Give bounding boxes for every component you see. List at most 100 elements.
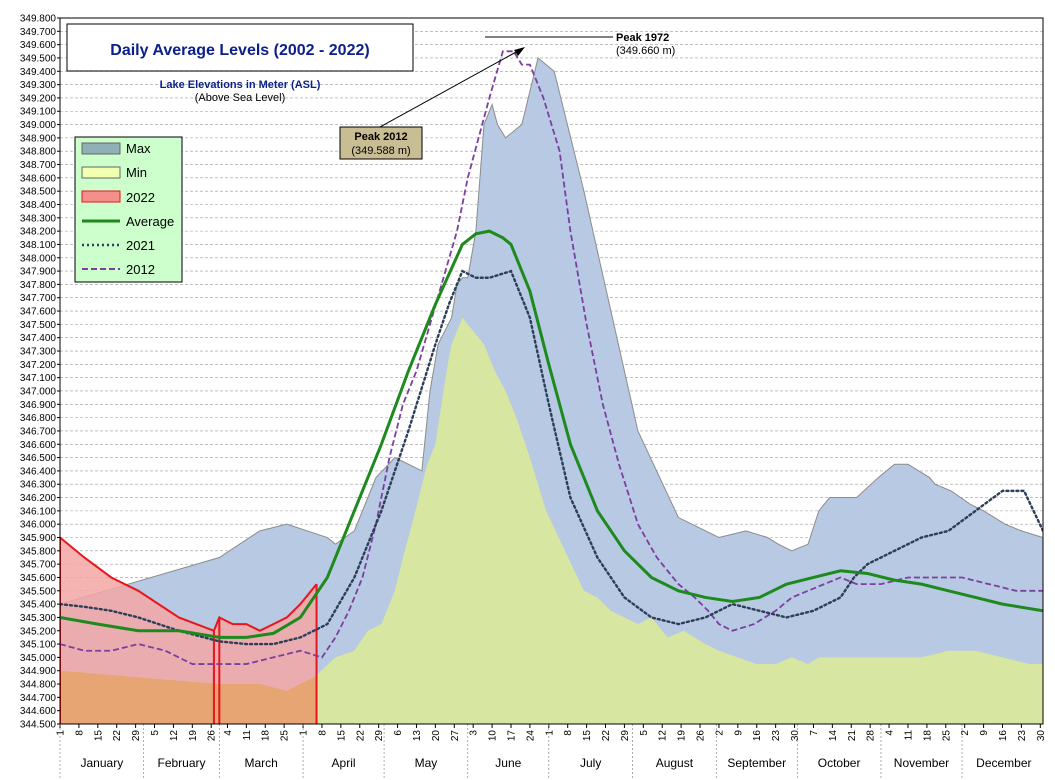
area-2022-min-overlap bbox=[60, 670, 317, 724]
line-2021 bbox=[60, 269, 1043, 646]
y-tick-label: 348.900 bbox=[20, 133, 57, 144]
x-tick-label: 27 bbox=[450, 730, 461, 742]
y-tick-label: 347.600 bbox=[20, 307, 57, 318]
chart-title: Daily Average Levels (2002 - 2022) bbox=[110, 42, 369, 59]
x-tick-label: 19 bbox=[677, 730, 688, 742]
y-tick-label: 344.900 bbox=[20, 666, 57, 677]
y-tick-label: 346.100 bbox=[20, 506, 57, 517]
x-tick-label: 9 bbox=[733, 730, 744, 736]
y-tick-label: 347.300 bbox=[20, 347, 57, 358]
y-tick-label: 348.600 bbox=[20, 173, 57, 184]
x-tick-label: 15 bbox=[336, 730, 347, 742]
peak-1972-value: (349.660 m) bbox=[616, 45, 675, 57]
x-tick-label: 1 bbox=[544, 730, 555, 736]
y-tick-label: 345.300 bbox=[20, 613, 57, 624]
y-tick-label: 347.000 bbox=[20, 386, 57, 397]
month-label: April bbox=[332, 756, 356, 770]
y-tick-label: 348.000 bbox=[20, 253, 57, 264]
x-tick-label: 29 bbox=[131, 730, 142, 742]
x-tick-label: 3 bbox=[469, 730, 480, 736]
x-tick-label: 13 bbox=[412, 730, 423, 742]
title-box bbox=[66, 23, 414, 72]
y-tick-label: 349.000 bbox=[20, 120, 57, 131]
legend-label-2012: 2012 bbox=[126, 262, 155, 277]
x-tick-label: 4 bbox=[223, 730, 234, 736]
y-tick-label: 349.600 bbox=[20, 40, 57, 51]
y-axis: 344.500 344.600 344.700 344.800 344.900 345.0… bbox=[20, 14, 60, 731]
month-label: February bbox=[158, 756, 206, 770]
x-tick-label: 22 bbox=[601, 730, 612, 742]
y-tick-label: 346.700 bbox=[20, 426, 57, 437]
x-tick-label: 24 bbox=[525, 730, 536, 742]
y-tick-label: 348.700 bbox=[20, 160, 57, 171]
y-tick-label: 349.100 bbox=[20, 107, 57, 118]
legend-swatch-min bbox=[81, 166, 121, 179]
y-tick-label: 344.500 bbox=[20, 720, 57, 731]
y-tick-label: 345.900 bbox=[20, 533, 57, 544]
x-tick-label: 26 bbox=[696, 730, 707, 742]
peak-2012-arrow bbox=[379, 50, 519, 128]
x-tick-label: 4 bbox=[885, 730, 896, 736]
x-tick-label: 25 bbox=[280, 730, 291, 742]
x-tick-label: 11 bbox=[242, 730, 253, 741]
y-tick-label: 348.800 bbox=[20, 147, 57, 158]
x-tick-label: 9 bbox=[979, 730, 990, 736]
x-tick-label: 20 bbox=[431, 730, 442, 742]
y-tick-label: 345.600 bbox=[20, 573, 57, 584]
y-tick-label: 347.500 bbox=[20, 320, 57, 331]
y-tick-label: 346.200 bbox=[20, 493, 57, 504]
x-tick-label: 8 bbox=[563, 730, 574, 736]
x-tick-label: 18 bbox=[922, 730, 933, 742]
y-tick-label: 347.800 bbox=[20, 280, 57, 291]
y-tick-label: 349.800 bbox=[20, 14, 57, 25]
y-tick-label: 348.100 bbox=[20, 240, 57, 251]
y-tick-label: 346.800 bbox=[20, 413, 57, 424]
y-tick-label: 347.700 bbox=[20, 293, 57, 304]
legend-label-average: Average bbox=[126, 214, 174, 229]
y-tick-label: 349.200 bbox=[20, 93, 57, 104]
line-layers bbox=[60, 50, 1043, 724]
chart-subtitle-2: (Above Sea Level) bbox=[195, 92, 286, 104]
y-tick-label: 349.300 bbox=[20, 80, 57, 91]
x-tick-label: 5 bbox=[150, 730, 161, 736]
peak-2012-arrowhead bbox=[514, 47, 525, 56]
x-tick-label: 15 bbox=[93, 730, 104, 742]
y-tick-label: 346.000 bbox=[20, 520, 57, 531]
y-tick-label: 348.300 bbox=[20, 213, 57, 224]
x-tick-label: 16 bbox=[752, 730, 763, 742]
month-label: September bbox=[727, 756, 786, 770]
x-axis: 1 8 15 22 29 5 12 19 26 4 11 18 25 1 8 15 22 29 6 13 20 27 3 10… bbox=[56, 724, 1047, 778]
x-tick-label: 21 bbox=[847, 730, 858, 742]
month-label: May bbox=[415, 756, 438, 770]
y-tick-label: 345.100 bbox=[20, 640, 57, 651]
y-tick-label: 348.400 bbox=[20, 200, 57, 211]
y-tick-label: 344.700 bbox=[20, 693, 57, 704]
x-tick-label: 5 bbox=[639, 730, 650, 736]
y-tick-label: 346.500 bbox=[20, 453, 57, 464]
month-label: November bbox=[894, 756, 949, 770]
month-label: December bbox=[976, 756, 1031, 770]
x-tick-label: 12 bbox=[169, 730, 180, 742]
y-tick-label: 349.700 bbox=[20, 27, 57, 38]
month-label: July bbox=[580, 756, 601, 770]
y-tick-label: 347.400 bbox=[20, 333, 57, 344]
month-label: March bbox=[245, 756, 278, 770]
plot-border bbox=[59, 17, 1044, 725]
x-tick-label: 28 bbox=[866, 730, 877, 742]
y-tick-label: 345.800 bbox=[20, 546, 57, 557]
x-tick-label: 6 bbox=[393, 730, 404, 736]
y-tick-label: 347.900 bbox=[20, 267, 57, 278]
y-tick-label: 344.800 bbox=[20, 680, 57, 691]
month-label: August bbox=[656, 756, 694, 770]
y-tick-label: 346.600 bbox=[20, 440, 57, 451]
legend-label-2022: 2022 bbox=[126, 190, 155, 205]
month-label: June bbox=[495, 756, 521, 770]
month-label: January bbox=[81, 756, 124, 770]
x-tick-label: 18 bbox=[261, 730, 272, 742]
x-tick-label: 30 bbox=[790, 730, 801, 742]
y-tick-label: 345.400 bbox=[20, 600, 57, 611]
y-tick-label: 345.700 bbox=[20, 560, 57, 571]
x-tick-label: 2 bbox=[714, 730, 725, 736]
y-tick-label: 348.200 bbox=[20, 227, 57, 238]
